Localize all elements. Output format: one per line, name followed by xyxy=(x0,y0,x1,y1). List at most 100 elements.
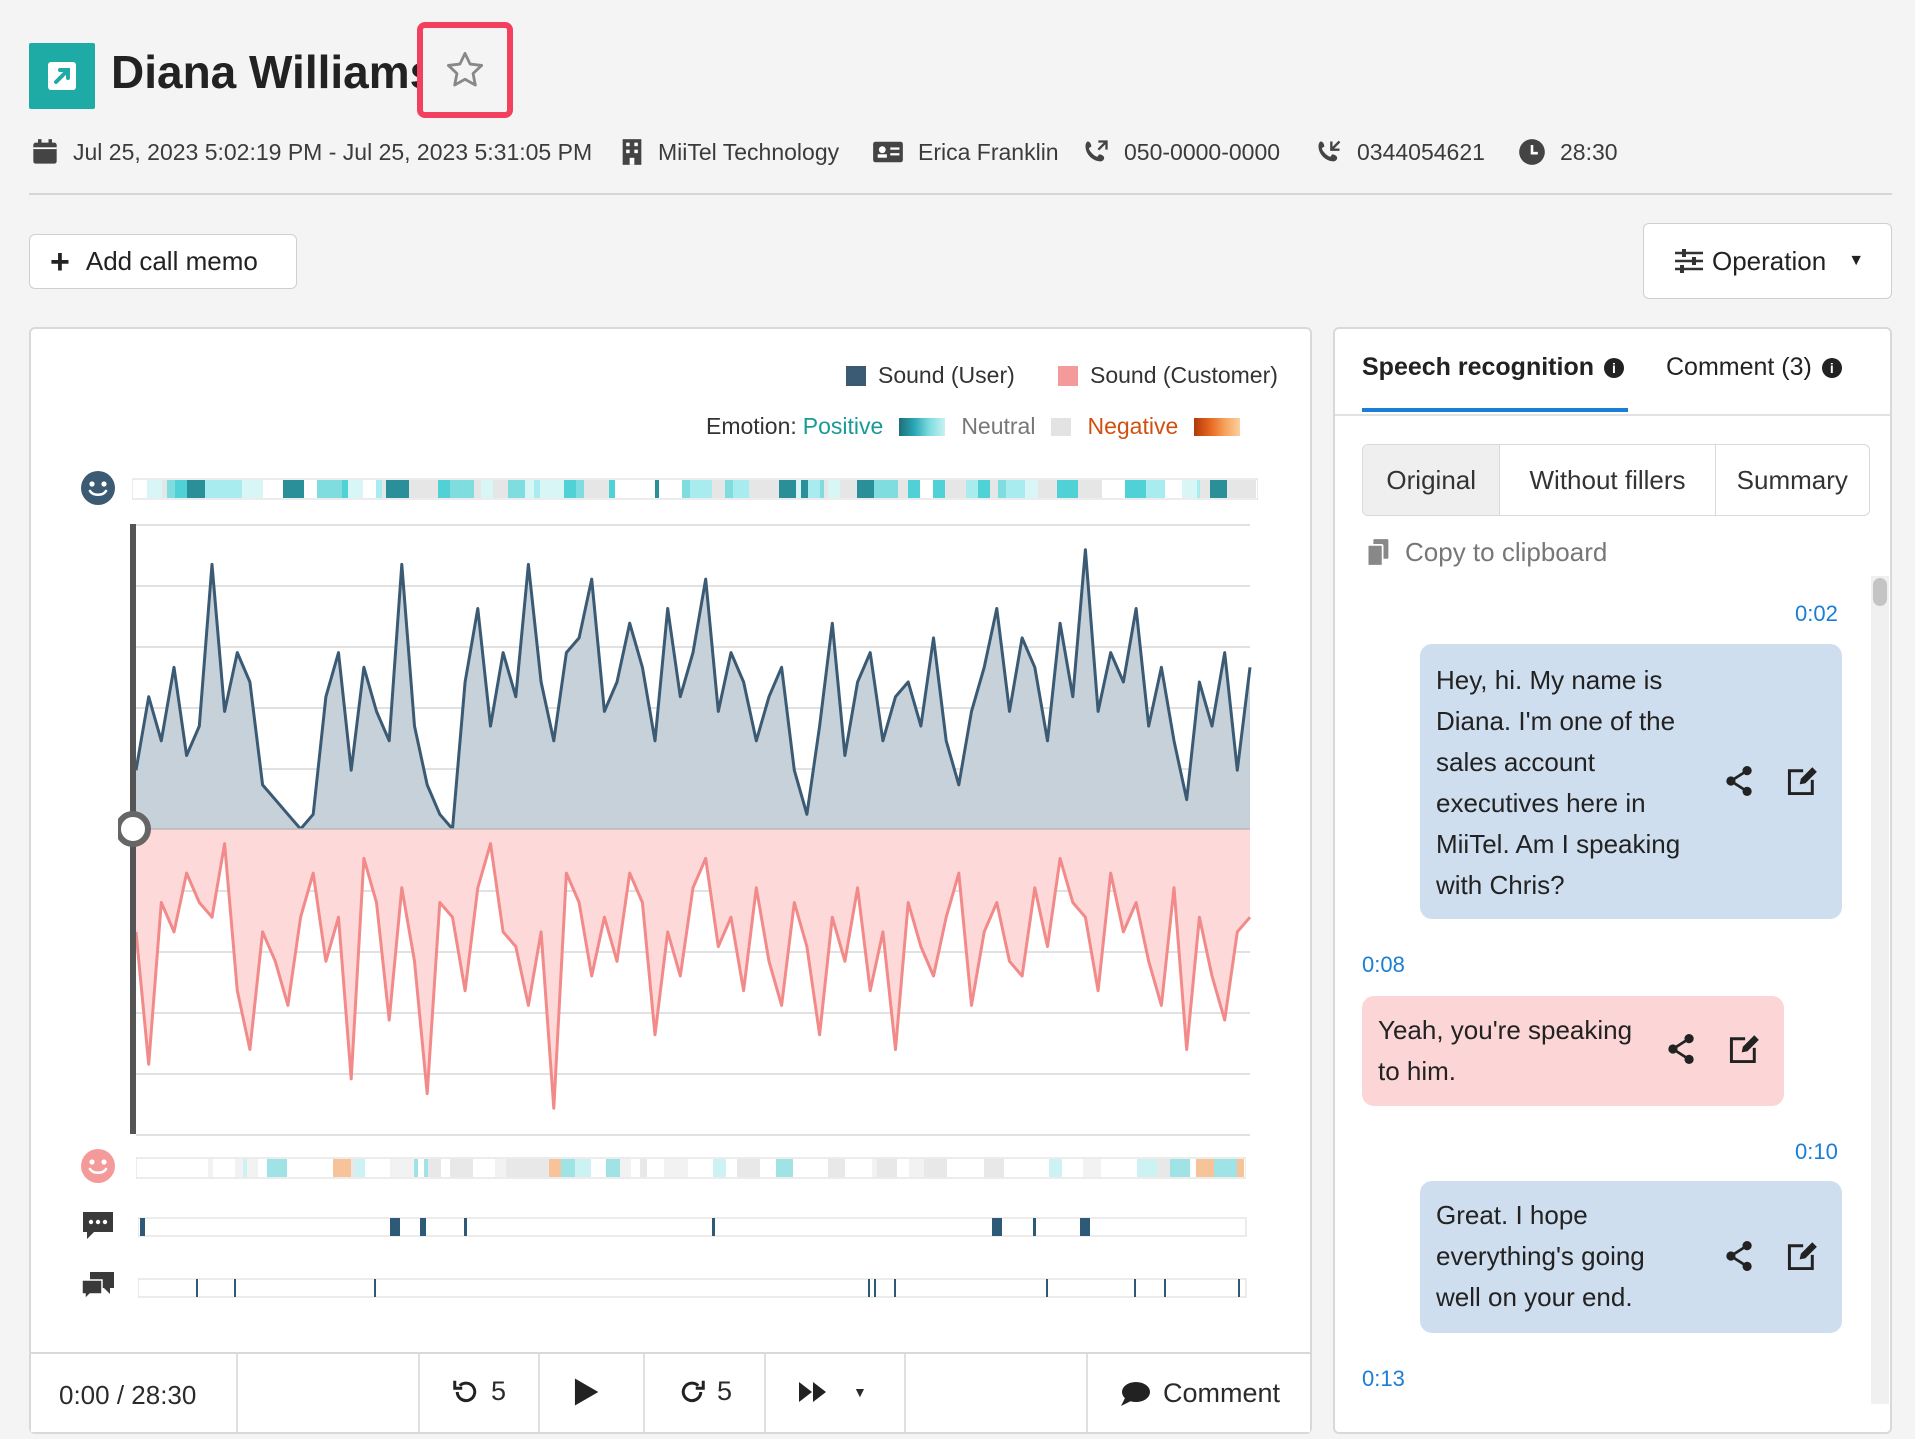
emotion-segment xyxy=(737,1159,760,1177)
emotion-segment xyxy=(258,1159,267,1177)
star-icon xyxy=(446,51,484,87)
emotion-segment xyxy=(386,480,409,498)
control-divider xyxy=(764,1354,766,1432)
emotion-segment xyxy=(575,1159,591,1177)
scrollbar-thumb[interactable] xyxy=(1873,578,1887,606)
marker[interactable] xyxy=(420,1218,426,1236)
share-icon[interactable] xyxy=(1667,1034,1695,1076)
caret-down-icon: ▼ xyxy=(1848,252,1865,269)
emotion-segment xyxy=(978,480,990,498)
emotion-segment xyxy=(267,1159,287,1177)
emotion-segment xyxy=(920,480,933,498)
emotion-segment xyxy=(382,480,386,498)
add-comment-button[interactable]: Comment xyxy=(1119,1378,1280,1409)
rewind-5-button[interactable]: 5 xyxy=(451,1376,506,1407)
marker[interactable] xyxy=(1080,1218,1090,1236)
emotion-segment xyxy=(1006,480,1025,498)
emotion-segment xyxy=(1125,480,1146,498)
emotion-segment xyxy=(342,480,348,498)
emotion-segment xyxy=(877,1159,897,1177)
share-icon[interactable] xyxy=(1725,766,1753,808)
info-icon[interactable]: i xyxy=(1821,357,1842,378)
info-icon[interactable]: i xyxy=(1603,357,1624,378)
marker[interactable] xyxy=(1046,1279,1048,1297)
add-call-memo-button[interactable]: + Add call memo xyxy=(29,234,297,289)
marker[interactable] xyxy=(374,1279,376,1297)
customer-emotion-strip[interactable] xyxy=(136,1157,1246,1179)
marker[interactable] xyxy=(196,1279,198,1297)
message-timestamp[interactable]: 0:10 xyxy=(1795,1139,1838,1164)
speech-bubble-icon xyxy=(80,1210,116,1247)
emotion-segment xyxy=(850,1159,864,1177)
marker[interactable] xyxy=(464,1218,467,1236)
incoming-number-text: 0344054621 xyxy=(1357,138,1485,165)
marker[interactable] xyxy=(874,1279,876,1297)
emotion-segment xyxy=(609,480,615,498)
emotion-segment xyxy=(549,1159,561,1177)
emotion-segment xyxy=(647,1159,664,1177)
comment-marker-track[interactable] xyxy=(138,1216,1248,1238)
emotion-segment xyxy=(857,480,874,498)
playback-speed-button[interactable]: ▼ xyxy=(797,1380,867,1404)
emotion-segment xyxy=(664,1159,688,1177)
emotion-segment xyxy=(355,1159,365,1177)
message-text: Great. I hope everything's going well on y… xyxy=(1436,1200,1645,1312)
emotion-segment xyxy=(808,480,820,498)
seg-summary[interactable]: Summary xyxy=(1736,464,1848,495)
message-timestamp[interactable]: 0:08 xyxy=(1362,952,1405,977)
marker[interactable] xyxy=(1033,1218,1036,1236)
emotion-segment xyxy=(924,1159,947,1177)
emotion-segment xyxy=(897,1159,909,1177)
edit-icon[interactable] xyxy=(1786,1241,1818,1283)
playhead-handle[interactable] xyxy=(118,811,151,847)
positive-gradient-swatch xyxy=(899,417,946,436)
marker[interactable] xyxy=(894,1279,896,1297)
emotion-segment xyxy=(525,480,534,498)
emotion-segment xyxy=(162,480,167,498)
outgoing-number-text: 050-0000-0000 xyxy=(1124,138,1281,165)
tab-speech-recognition[interactable]: Speech recognition i xyxy=(1362,353,1624,382)
marker[interactable] xyxy=(1164,1279,1166,1297)
tab-comment[interactable]: Comment (3) i xyxy=(1666,353,1842,382)
marker[interactable] xyxy=(992,1218,1002,1236)
emotion-segment xyxy=(376,480,382,498)
emotion-segment xyxy=(213,1159,235,1177)
comment-label: Comment xyxy=(1163,1378,1281,1408)
marker[interactable] xyxy=(234,1279,236,1297)
message-timestamp[interactable]: 0:02 xyxy=(1795,601,1838,626)
message-text: Hey, hi. My name is Diana. I'm one of the… xyxy=(1436,665,1681,900)
emotion-segment xyxy=(801,480,808,498)
play-button[interactable] xyxy=(571,1376,601,1413)
seg-without-fillers[interactable]: Without fillers xyxy=(1500,445,1716,515)
emotion-segment xyxy=(300,480,304,498)
emotion-segment xyxy=(254,480,263,498)
message-timestamp[interactable]: 0:13 xyxy=(1362,1366,1405,1391)
marker[interactable] xyxy=(1134,1279,1136,1297)
edit-icon[interactable] xyxy=(1786,766,1818,808)
marker[interactable] xyxy=(1238,1279,1240,1297)
emotion-segment xyxy=(428,1159,441,1177)
marker[interactable] xyxy=(868,1279,870,1297)
copy-to-clipboard-button[interactable]: Copy to clipboard xyxy=(1365,537,1607,568)
user-emotion-face-icon xyxy=(80,470,116,511)
user-emotion-strip[interactable] xyxy=(132,478,1258,500)
emotion-positive-label: Positive xyxy=(802,413,884,439)
forward-5-button[interactable]: 5 xyxy=(677,1376,732,1407)
external-link-icon[interactable] xyxy=(29,43,95,109)
operation-dropdown[interactable]: Operation ▼ xyxy=(1643,223,1892,299)
waveform-chart[interactable] xyxy=(118,520,1268,1140)
marker[interactable] xyxy=(390,1218,400,1236)
marker[interactable] xyxy=(140,1218,145,1236)
emotion-segment xyxy=(966,480,978,498)
memo-marker-track[interactable] xyxy=(138,1277,1248,1299)
seg-original[interactable]: Original xyxy=(1363,445,1501,515)
favorite-star-button[interactable] xyxy=(417,22,513,118)
edit-icon[interactable] xyxy=(1728,1034,1760,1076)
emotion-segment xyxy=(175,480,187,498)
legend-user-label: Sound (User) xyxy=(878,362,1015,388)
duration-text: 28:30 xyxy=(1560,138,1618,165)
share-icon[interactable] xyxy=(1725,1241,1753,1283)
marker[interactable] xyxy=(712,1218,715,1236)
emotion-segment xyxy=(172,1159,194,1177)
transcript-scrollbar[interactable] xyxy=(1871,576,1889,1404)
